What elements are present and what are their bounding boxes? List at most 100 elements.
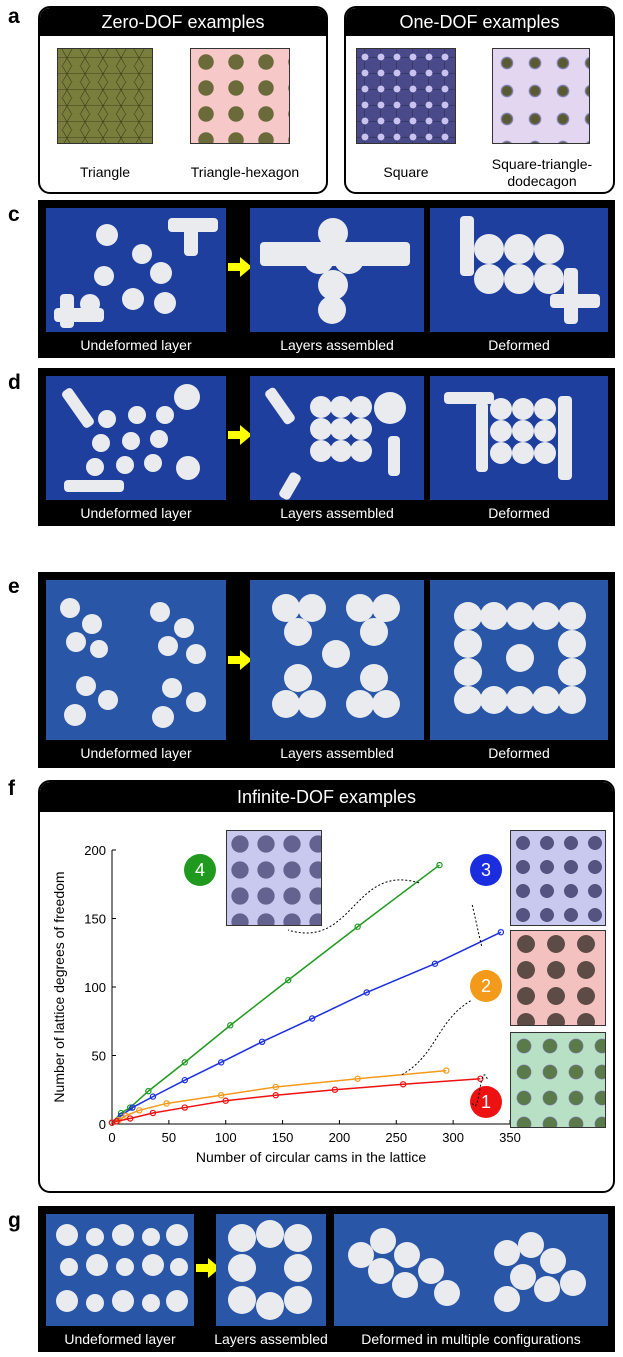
x-tick-label: 0 — [108, 1130, 115, 1145]
series-3-point — [431, 960, 439, 967]
connector-4 — [287, 879, 420, 934]
x-tick-label: 300 — [442, 1130, 464, 1145]
x-tick-label: 350 — [499, 1130, 521, 1145]
infinite-dof-box: Infinite-DOF examples 0 50 100 150 200 250 300… — [38, 780, 615, 1193]
series-4-point — [181, 1059, 188, 1066]
series-4-point — [227, 1022, 234, 1029]
caption-assembled-g: Layers assembled — [214, 1331, 328, 1347]
triangle-caption: Triangle — [79, 164, 131, 180]
caption-undeformed-g: Undeformed layer — [64, 1331, 176, 1347]
series-1-point — [331, 1086, 339, 1093]
badge-3-label: 3 — [481, 860, 491, 880]
series-2-point — [217, 1092, 225, 1099]
square-caption: Square — [383, 164, 429, 180]
panel-c-strip: Undeformed layer Layers assembled Deform… — [38, 200, 615, 358]
square-triangle-dodecagon-caption: Square-triangle- dodecagon — [472, 156, 612, 190]
panel-label-e: e — [8, 575, 20, 598]
connector-2 — [401, 999, 473, 1076]
x-tick-label: 100 — [215, 1130, 237, 1145]
layers-assembled-photo-e — [250, 580, 424, 740]
arrow-icon-c — [228, 257, 252, 277]
layers-assembled-photo-c — [250, 208, 424, 332]
y-axis-label: Number of lattice degrees of freedom — [51, 871, 67, 1102]
badge-4-label: 4 — [195, 860, 205, 880]
badge-2 — [470, 970, 502, 1002]
badge-4 — [184, 854, 216, 886]
caption-assembled-e: Layers assembled — [280, 745, 394, 761]
connector-1 — [471, 1074, 488, 1107]
one-dof-title: One-DOF examples — [346, 8, 613, 36]
panel-d-strip: Undeformed layer Layers assembled Deform… — [38, 368, 615, 526]
caption-assembled-d: Layers assembled — [280, 505, 394, 521]
series-3-point — [149, 1093, 157, 1100]
deformed-photo-e — [430, 580, 608, 740]
square-triangle-dodecagon-caption-line1: Square-triangle- — [491, 156, 593, 172]
series-3-point — [497, 928, 505, 936]
series-4-point — [354, 923, 361, 930]
x-tick-label: 250 — [385, 1130, 407, 1145]
caption-undeformed-e: Undeformed layer — [80, 745, 192, 761]
badge-2-label: 2 — [481, 976, 491, 996]
one-dof-box: One-DOF examples Square Square-triangle-… — [344, 6, 615, 194]
triangle-hexagon-caption: Triangle-hexagon — [190, 164, 300, 180]
series-1-point — [477, 1075, 484, 1082]
lattice-1-inset — [510, 1032, 606, 1128]
badge-1 — [470, 1086, 502, 1118]
series-1-point — [181, 1104, 188, 1111]
arrow-icon-e — [228, 650, 252, 670]
panel-label-a: a — [8, 5, 20, 28]
series-3-point — [129, 1104, 136, 1111]
series-2-point — [272, 1083, 279, 1091]
series-2-point — [163, 1100, 170, 1107]
arrow-icon-g — [196, 1258, 220, 1278]
layers-assembled-photo-g — [216, 1214, 326, 1326]
square-triangle-dodecagon-caption-line2: dodecagon — [507, 173, 577, 189]
lattice-2-inset — [510, 930, 606, 1026]
series-2-line — [111, 1069, 447, 1124]
series-1-point — [399, 1081, 407, 1088]
series-4-point — [285, 976, 292, 984]
series-3-line — [111, 931, 502, 1124]
triangle-hexagon-lattice-image — [190, 48, 290, 144]
badge-1-label: 1 — [481, 1092, 491, 1112]
caption-deformed-c: Deformed — [488, 337, 550, 353]
connector-3 — [471, 903, 483, 947]
y-tick-label: 100 — [84, 980, 106, 995]
caption-undeformed-c: Undeformed layer — [80, 337, 192, 353]
panel-label-d: d — [8, 371, 21, 394]
series-4-line — [111, 864, 440, 1124]
undeformed-layer-photo-c — [46, 208, 226, 332]
x-tick-label: 50 — [162, 1130, 176, 1145]
undeformed-layer-photo-d — [46, 376, 226, 500]
x-axis-label: Number of circular cams in the lattice — [196, 1149, 427, 1165]
series-1-point — [126, 1115, 134, 1122]
undeformed-layer-photo-g — [46, 1214, 194, 1326]
series-3-point — [181, 1076, 188, 1084]
chart-axes: 0 50 100 150 200 250 300 350 0 50 100 150 200 — [84, 843, 521, 1145]
series-2-point — [354, 1075, 361, 1082]
deformed-photo-d — [430, 376, 608, 500]
series-2-point — [443, 1067, 450, 1074]
y-tick-label: 150 — [84, 912, 106, 927]
series-3-point — [258, 1038, 266, 1045]
triangle-lattice-image — [57, 48, 153, 144]
y-tick-label: 50 — [92, 1049, 106, 1064]
caption-deformed-e: Deformed — [488, 745, 550, 761]
caption-assembled-c: Layers assembled — [280, 337, 394, 353]
series-3-point — [217, 1059, 225, 1066]
series-1-point — [222, 1097, 229, 1104]
deformed-photo-c — [430, 208, 608, 332]
dof-chart: 0 50 100 150 200 250 300 350 0 50 100 150 200 4 3 2 1 N… — [51, 843, 521, 1165]
badge-3 — [470, 854, 502, 886]
lattice-4-inset — [226, 830, 322, 926]
square-triangle-dodecagon-lattice-image — [492, 48, 590, 144]
panel-label-g: g — [8, 1209, 21, 1232]
series-1-point — [272, 1092, 279, 1099]
panel-label-b: b — [314, 5, 327, 28]
x-tick-label: 200 — [329, 1130, 351, 1145]
chart-series: 4 3 2 1 — [108, 854, 505, 1126]
infinite-dof-title: Infinite-DOF examples — [40, 782, 613, 812]
caption-undeformed-d: Undeformed layer — [80, 505, 192, 521]
panel-e-strip: Undeformed layer Layers assembled Deform… — [38, 572, 615, 768]
panel-g-strip: Undeformed layer Layers assembled Deform… — [38, 1206, 615, 1352]
